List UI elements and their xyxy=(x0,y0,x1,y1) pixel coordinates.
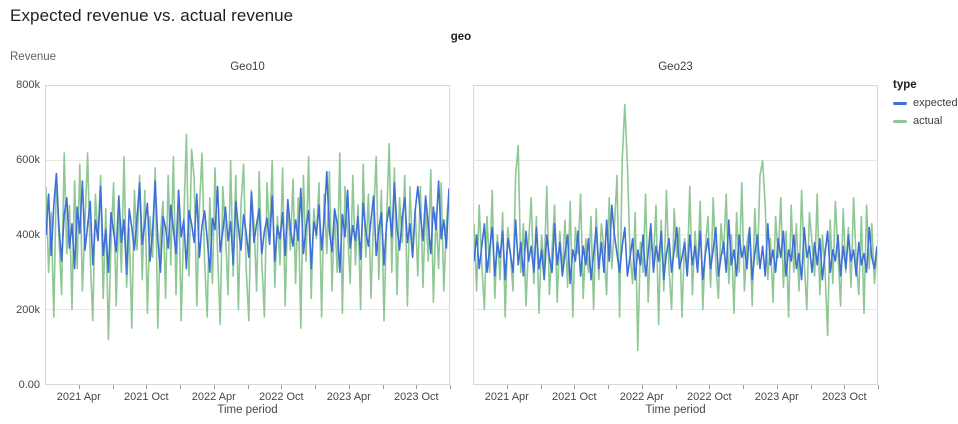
x-tick-label: 2021 Oct xyxy=(551,391,597,403)
x-tick-mark xyxy=(709,385,711,389)
x-tick-label: 2021 Apr xyxy=(484,391,529,403)
x-tick-label: 2021 Apr xyxy=(56,391,101,403)
x-tick-mark xyxy=(878,385,879,389)
x-tick-mark xyxy=(281,385,283,389)
x-tick-label: 2023 Oct xyxy=(393,391,439,403)
x-tick-mark xyxy=(315,385,316,389)
page-title: Expected revenue vs. actual revenue xyxy=(10,6,294,25)
x-tick-mark xyxy=(810,385,812,389)
x-tick-mark xyxy=(180,385,181,389)
x-tick-mark xyxy=(416,385,418,389)
legend-item-expected: expected xyxy=(893,97,958,109)
y-tick-label: 0.00 xyxy=(18,379,40,391)
y-tick-label: 800k xyxy=(16,79,40,91)
x-tick-mark xyxy=(146,385,148,389)
x-tick-mark xyxy=(112,385,114,389)
x-tick-mark xyxy=(844,385,846,389)
x-tick-label: 2021 Oct xyxy=(123,391,169,403)
y-tick-label: 400k xyxy=(16,229,40,241)
geo10-plot-area xyxy=(46,86,449,384)
actual-line xyxy=(474,105,877,351)
x-tick-mark xyxy=(78,385,80,389)
x-tick-mark xyxy=(608,385,609,389)
x-axis-title: Time period xyxy=(217,404,278,416)
geo23-plot-area xyxy=(474,86,877,384)
actual-line-swatch xyxy=(893,119,907,123)
x-tick-mark xyxy=(743,385,744,389)
x-tick-mark xyxy=(776,385,778,389)
y-tick-label: 200k xyxy=(16,304,40,316)
x-axis-geo10: 2021 Apr 2021 Oct 2022 Apr 2022 Oct 2023 Apr… xyxy=(45,385,451,405)
x-tick-mark xyxy=(348,385,350,389)
y-axis-title: Revenue xyxy=(10,51,57,63)
x-tick-mark xyxy=(641,385,643,389)
panel-geo10 xyxy=(45,85,450,385)
x-tick-label: 2022 Apr xyxy=(619,391,664,403)
x-tick-mark xyxy=(675,385,677,389)
x-axis-geo23: 2021 Apr 2021 Oct 2022 Apr 2022 Oct 2023 Apr… xyxy=(473,385,879,405)
expected-line xyxy=(46,172,449,274)
x-tick-mark xyxy=(450,385,451,389)
y-tick-label: 600k xyxy=(16,154,40,166)
legend: type expected actual xyxy=(893,79,958,133)
x-tick-mark xyxy=(382,385,384,389)
legend-label: actual xyxy=(913,115,943,127)
x-tick-label: 2023 Apr xyxy=(326,391,371,403)
legend-label: expected xyxy=(913,97,958,109)
panel-geo23 xyxy=(473,85,878,385)
panel-title-geo23: Geo23 xyxy=(658,61,693,73)
expected-line-swatch xyxy=(893,101,907,105)
x-tick-label: 2022 Oct xyxy=(258,391,304,403)
x-axis-title: Time period xyxy=(645,404,706,416)
legend-item-actual: actual xyxy=(893,115,958,127)
x-tick-mark xyxy=(247,385,249,389)
x-tick-mark xyxy=(213,385,215,389)
legend-title: type xyxy=(893,79,917,91)
facet-strip-title: geo xyxy=(450,31,472,43)
panel-title-geo10: Geo10 xyxy=(230,61,265,73)
x-tick-label: 2023 Oct xyxy=(821,391,867,403)
x-tick-mark xyxy=(506,385,508,389)
expected-line xyxy=(474,205,877,283)
x-tick-label: 2022 Oct xyxy=(686,391,732,403)
x-tick-mark xyxy=(574,385,576,389)
x-tick-label: 2023 Apr xyxy=(754,391,799,403)
x-tick-mark xyxy=(540,385,542,389)
x-tick-label: 2022 Apr xyxy=(191,391,236,403)
